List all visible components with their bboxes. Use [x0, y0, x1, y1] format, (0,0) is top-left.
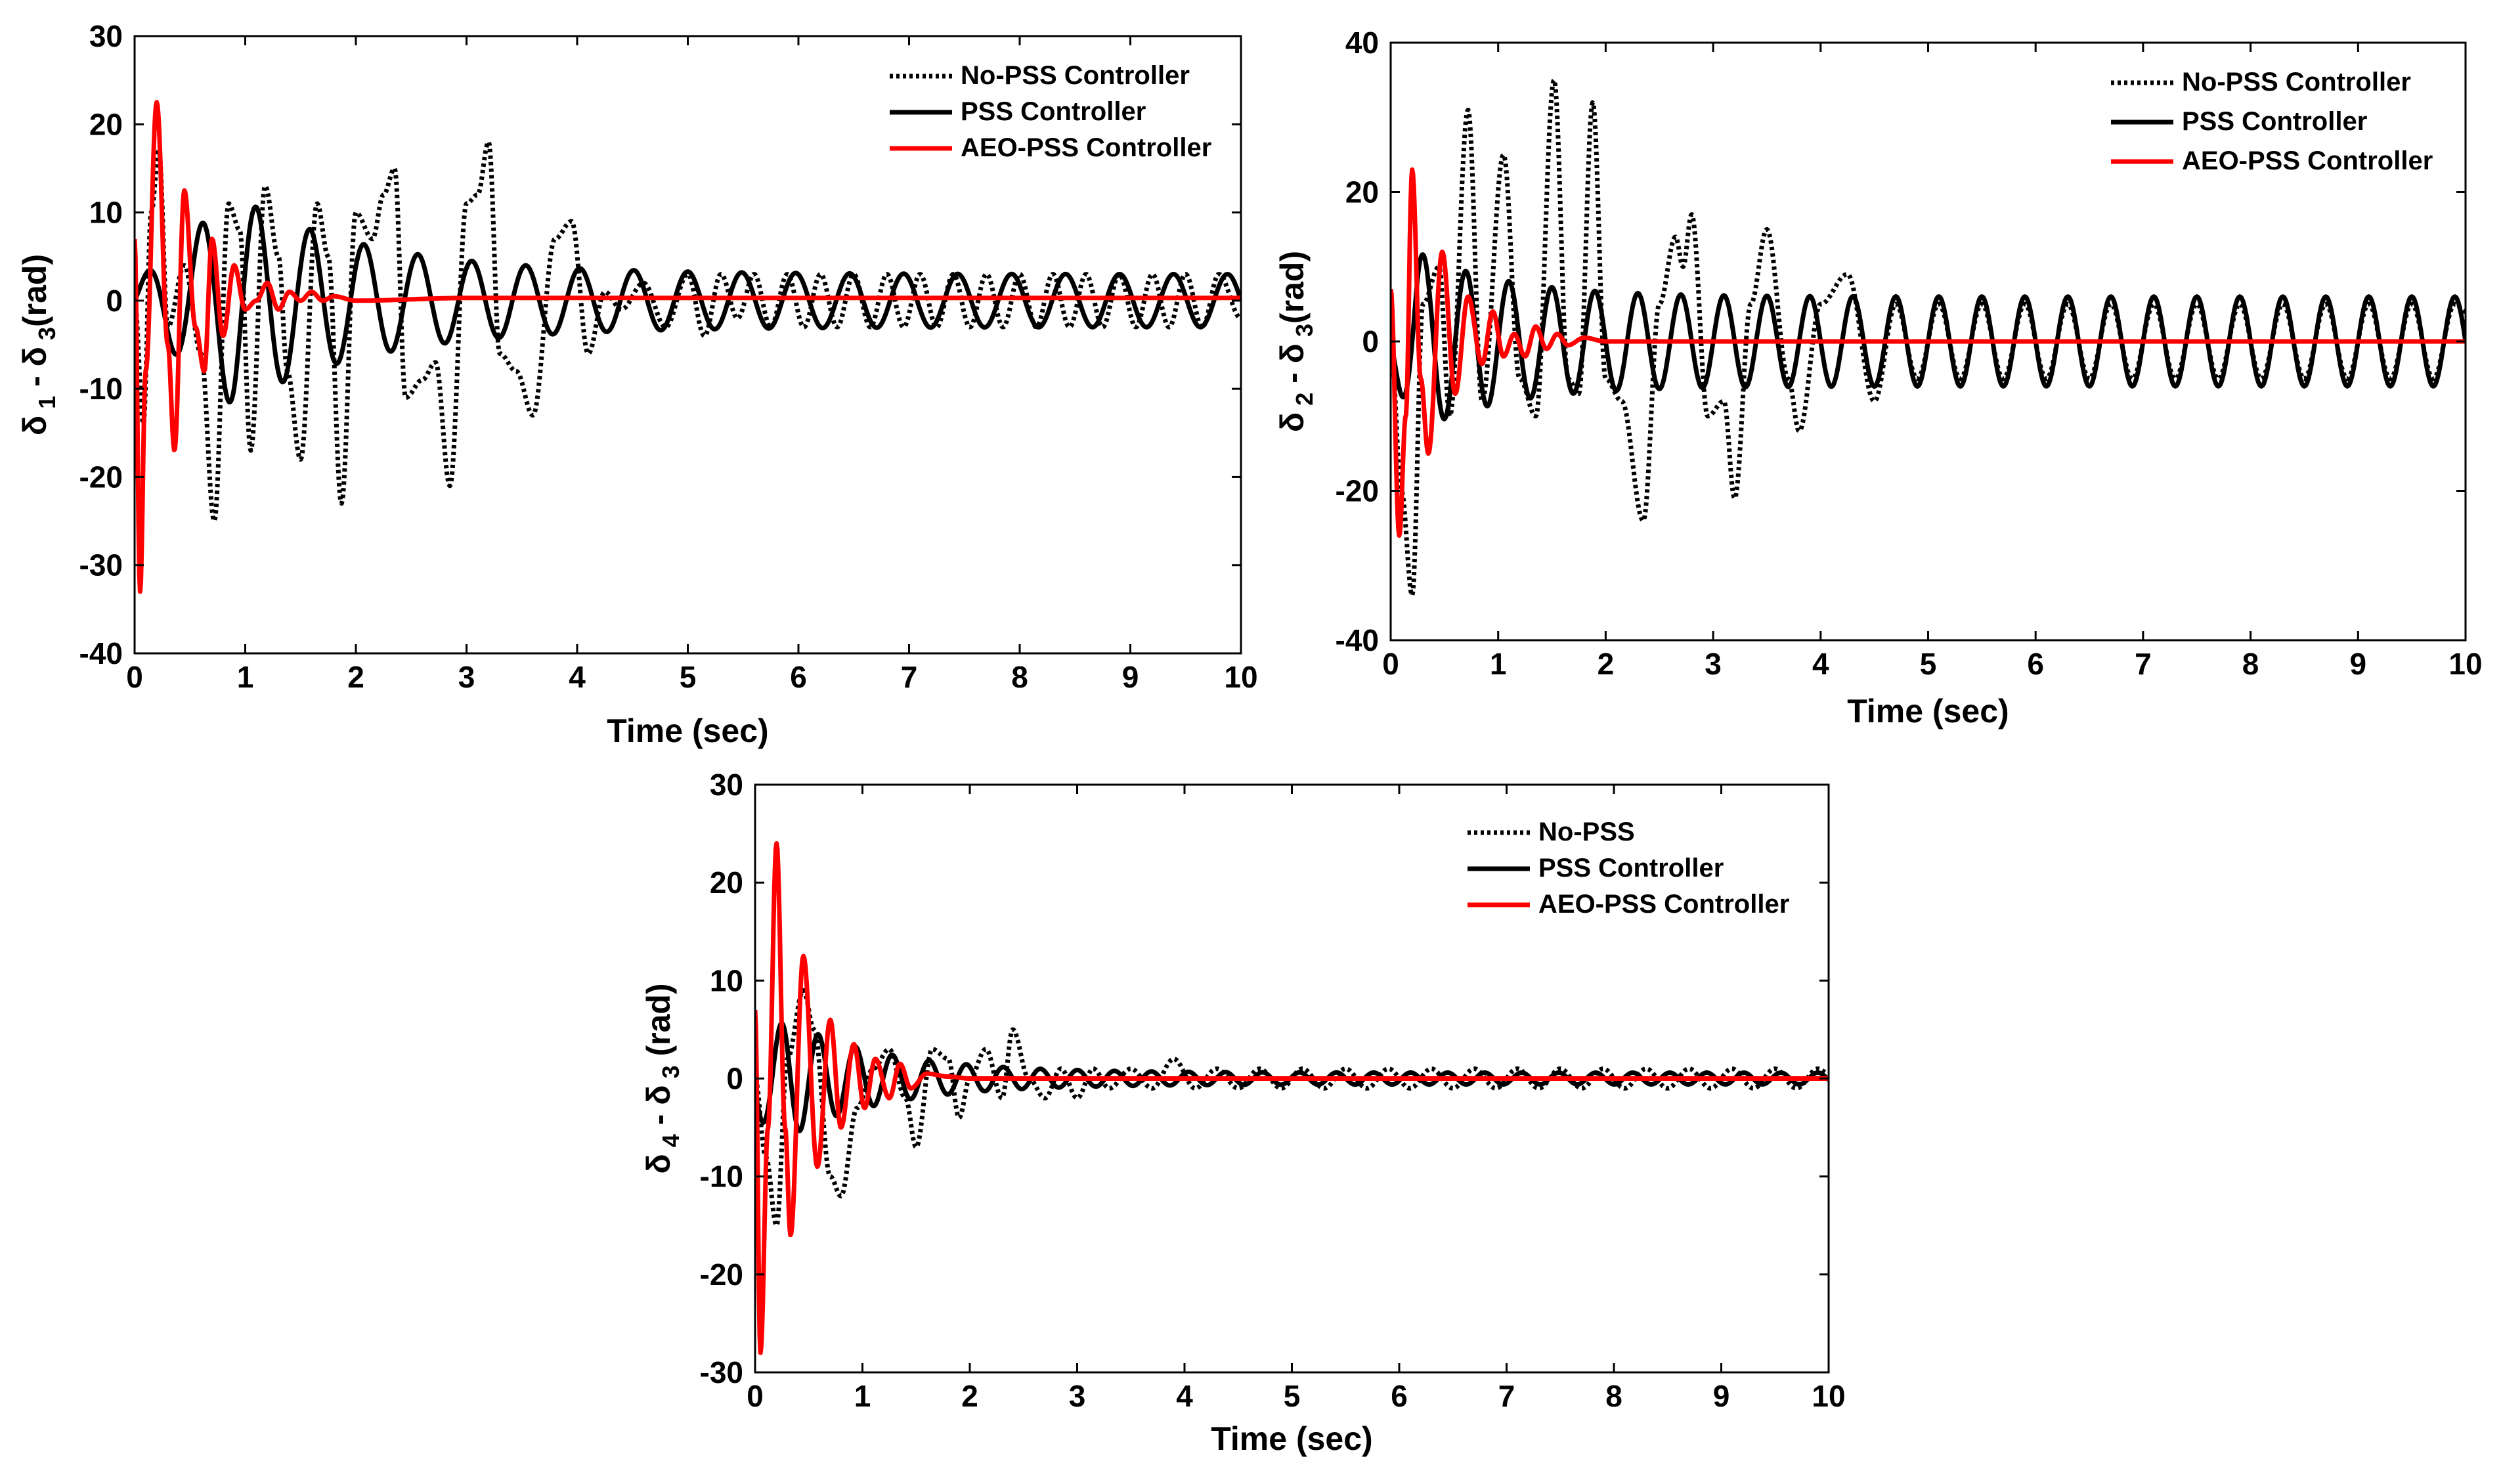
legend-entry-label: AEO-PSS Controller [961, 133, 1211, 162]
series-line-pss-controller [135, 204, 1241, 404]
y-tick-label: 0 [106, 284, 123, 318]
x-tick-label: 7 [1498, 1379, 1515, 1413]
series-group [1391, 77, 2466, 598]
x-tick-label: 10 [1224, 660, 1257, 694]
chart-delta23: 0 1 2 3 4 5 6 7 8 9 10 -40 -20 0 20 40 Time (sec) δ 2 - δ… [1274, 26, 2483, 730]
x-tick-label: 6 [2027, 647, 2044, 681]
legend-entry-label: AEO-PSS Controller [2182, 146, 2433, 175]
y-tick-label: 30 [710, 768, 743, 802]
series-line-aeo-pss-controller [755, 841, 1829, 1355]
y-tick-label: 20 [89, 107, 123, 141]
y-tick-label: 0 [726, 1062, 743, 1096]
x-tick-label: 9 [1122, 660, 1139, 694]
x-tick-label: 5 [1920, 647, 1937, 681]
x-tick-label: 6 [1391, 1379, 1408, 1413]
x-tick-label: 0 [747, 1379, 764, 1413]
x-tick-label: 9 [2350, 647, 2367, 681]
x-tick-label: 2 [347, 660, 364, 694]
legend: No-PSS PSS Controller AEO-PSS Controller [1468, 818, 1789, 919]
x-axis-label: Time (sec) [1211, 1420, 1372, 1457]
legend-entry-label: PSS Controller [961, 97, 1146, 126]
y-axis-label: δ 4 - δ 3 (rad) [640, 983, 684, 1173]
x-tick-label: 7 [2135, 647, 2152, 681]
y-axis-label: δ 1 - δ 3(rad) [16, 254, 60, 435]
x-axis-label: Time (sec) [1847, 693, 2009, 730]
x-tick-label: 9 [1713, 1379, 1730, 1413]
x-tick-label: 1 [1490, 647, 1507, 681]
x-tick-label: 8 [1605, 1379, 1622, 1413]
chart-delta43: 0 1 2 3 4 5 6 7 8 9 10 -30 -20 -10 0 10 20 30 Time (sec) δ … [640, 768, 1846, 1457]
y-tick-label: 10 [89, 196, 123, 230]
plot-frame [133, 35, 1242, 655]
series-line-no-pss-controller [135, 139, 1241, 523]
series-line-no-pss [755, 988, 1829, 1228]
x-tick-label: 4 [1176, 1379, 1193, 1413]
x-tick-label: 4 [1812, 647, 1829, 681]
y-tick-label: 10 [710, 963, 743, 997]
legend-entry-label: PSS Controller [2182, 107, 2367, 136]
y-tick-label: 0 [1362, 324, 1379, 359]
y-tick-label: -40 [79, 636, 123, 670]
x-tick-label: 3 [1069, 1379, 1086, 1413]
x-tick-label: 2 [1598, 647, 1615, 681]
x-tick-label: 0 [126, 660, 143, 694]
x-tick-label: 8 [1011, 660, 1028, 694]
legend: No-PSS Controller PSS Controller AEO-PSS C… [890, 61, 1211, 162]
x-tick-label: 3 [458, 660, 475, 694]
y-tick-label: 40 [1345, 26, 1379, 60]
y-tick-label: -30 [79, 548, 123, 582]
x-tick-label: 0 [1382, 647, 1399, 681]
y-tick-label: -20 [700, 1257, 743, 1292]
y-tick-label: -10 [79, 372, 123, 406]
x-tick-label: 1 [854, 1379, 871, 1413]
y-tick-label: 20 [710, 865, 743, 900]
y-tick-label: -20 [1336, 474, 1379, 508]
x-axis-label: Time (sec) [607, 712, 768, 749]
y-tick-label: 20 [1345, 175, 1379, 209]
series-group [135, 100, 1241, 594]
legend-entry-label: PSS Controller [1538, 854, 1724, 883]
series-group [755, 841, 1829, 1355]
x-tick-label: 5 [1284, 1379, 1301, 1413]
legend-entry-label: No-PSS Controller [961, 61, 1190, 90]
y-axis-label: δ 2 - δ 3(rad) [1274, 251, 1318, 432]
y-tick-label: -20 [79, 460, 123, 494]
chart-delta13: 0 1 2 3 4 5 6 7 8 9 10 -40 -30 -20 -10 0 10 20 30 Time (sec… [16, 19, 1258, 749]
y-tick-label: -40 [1336, 623, 1379, 657]
x-tick-label: 8 [2242, 647, 2259, 681]
x-tick-label: 6 [790, 660, 807, 694]
legend: No-PSS Controller PSS Controller AEO-PSS C… [2111, 68, 2433, 175]
y-tick-label: -30 [700, 1355, 743, 1389]
x-tick-label: 3 [1705, 647, 1722, 681]
x-tick-label: 1 [237, 660, 254, 694]
x-tick-label: 2 [961, 1379, 978, 1413]
series-line-aeo-pss-controller [1391, 167, 2466, 538]
x-tick-label: 7 [901, 660, 918, 694]
x-tick-label: 4 [569, 660, 586, 694]
x-tick-label: 10 [2448, 647, 2482, 681]
legend-entry-label: No-PSS Controller [2182, 68, 2411, 97]
x-tick-label: 10 [1812, 1379, 1845, 1413]
x-tick-label: 5 [680, 660, 697, 694]
y-tick-label: 30 [89, 19, 123, 53]
y-tick-label: -10 [700, 1160, 743, 1194]
legend-entry-label: No-PSS [1538, 818, 1635, 846]
series-line-aeo-pss-controller [135, 100, 1241, 594]
legend-entry-label: AEO-PSS Controller [1538, 890, 1789, 919]
